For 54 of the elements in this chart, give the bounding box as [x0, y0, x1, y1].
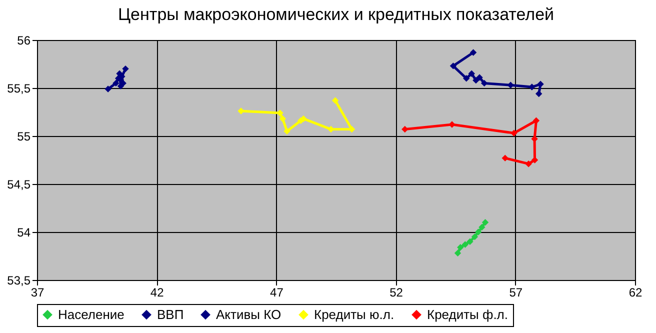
point — [454, 250, 462, 256]
x-tick-label: 52 — [390, 286, 404, 300]
y-tick-label: 54,5 — [7, 178, 31, 192]
y-tick-label: 53,5 — [7, 274, 31, 288]
x-tick-label: 62 — [628, 286, 642, 300]
point — [276, 110, 284, 116]
y-tick-label: 56 — [17, 34, 31, 48]
legend-label: ВВП — [157, 306, 184, 322]
point — [300, 115, 307, 122]
point — [535, 90, 542, 98]
point — [122, 65, 129, 72]
x-tick-label: 42 — [150, 286, 164, 300]
point — [528, 84, 536, 90]
chart-title: Центры макроэкономических и кредитных показателей — [118, 5, 554, 24]
x-tick-label: 47 — [270, 286, 284, 300]
point — [510, 130, 518, 136]
point — [480, 80, 488, 87]
point — [474, 228, 482, 236]
y-tick-label: 55,5 — [7, 82, 31, 96]
point — [502, 154, 508, 162]
point — [537, 80, 544, 88]
point — [450, 62, 457, 70]
point — [238, 108, 244, 114]
point — [462, 241, 469, 248]
point — [332, 97, 339, 104]
point — [478, 224, 486, 231]
point — [482, 219, 489, 226]
point — [104, 86, 112, 92]
point — [468, 70, 475, 77]
point — [402, 126, 408, 133]
point — [457, 244, 464, 251]
point — [284, 128, 290, 135]
point — [470, 49, 477, 56]
point — [463, 75, 470, 82]
point — [507, 82, 514, 88]
legend-label: Кредиты ю.л. — [314, 306, 394, 322]
point — [448, 121, 456, 128]
point — [112, 80, 120, 87]
point — [472, 76, 480, 84]
x-tick-label: 57 — [509, 286, 523, 300]
point — [525, 160, 532, 168]
y-tick-label: 54 — [17, 226, 31, 240]
point — [531, 156, 538, 164]
legend-label: Активы КО — [216, 306, 282, 322]
point — [532, 117, 540, 124]
y-tick-label: 55 — [17, 130, 31, 144]
legend-label: Население — [58, 306, 124, 322]
point — [476, 74, 483, 81]
point — [279, 115, 286, 122]
point — [531, 136, 538, 142]
legend-label: Кредиты ф.л. — [427, 306, 508, 322]
x-tick-label: 37 — [30, 286, 44, 300]
point — [466, 238, 474, 245]
point — [471, 233, 478, 240]
